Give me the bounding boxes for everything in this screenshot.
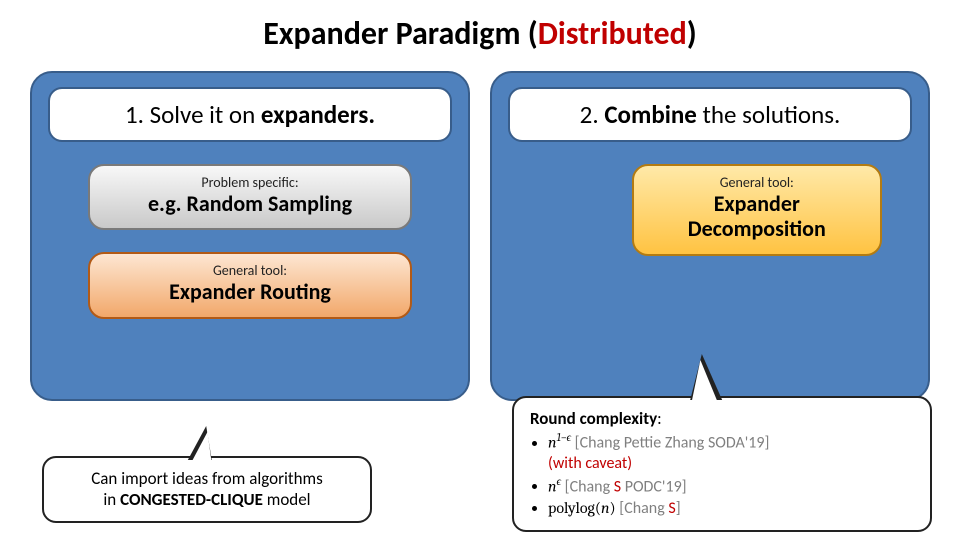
right-header-post: the solutions.: [697, 99, 840, 130]
right-header-bold: Combine: [604, 99, 697, 130]
callout-left: Can import ideas from algorithms in CONG…: [42, 456, 372, 523]
round-complexity-title: Round complexity:: [530, 408, 914, 429]
title-pre: Expander Paradigm: [263, 14, 527, 53]
complexity-item-2: nϵ [Chang S PODC'19]: [548, 475, 914, 497]
complexity-item-1: n1−ϵ [Chang Pettie Zhang SODA'19] (with …: [548, 431, 914, 473]
complexity-item-3: polylog(n) [Chang S]: [548, 498, 914, 519]
paren-close: ): [687, 14, 697, 53]
callout-left-line2: in CONGESTED-CLIQUE model: [60, 489, 354, 510]
complexity-list: n1−ϵ [Chang Pettie Zhang SODA'19] (with …: [548, 431, 914, 519]
left-header: 1. Solve it on expanders.: [48, 87, 452, 142]
rcard-small: General tool:: [648, 174, 866, 191]
left-header-pre: 1. Solve it on: [125, 99, 261, 130]
card1-small: Problem specific:: [104, 174, 395, 191]
card-expander-routing: General tool: Expander Routing: [88, 252, 411, 318]
callout-left-line1: Can import ideas from algorithms: [60, 468, 354, 489]
card2-small: General tool:: [104, 262, 395, 279]
card1-big: e.g. Random Sampling: [104, 191, 395, 216]
card-expander-decomposition: General tool: Expander Decomposition: [632, 164, 882, 256]
right-header-pre: 2.: [580, 99, 605, 130]
rcard-big2: Decomposition: [648, 216, 866, 241]
left-header-bold: expanders.: [261, 99, 375, 130]
paren-open: (: [528, 14, 538, 53]
card-problem-specific: Problem specific: e.g. Random Sampling: [88, 164, 411, 230]
title-distributed: Distributed: [538, 14, 687, 53]
callout-right: Round complexity: n1−ϵ [Chang Pettie Zha…: [512, 396, 932, 532]
rcard-big1: Expander: [648, 191, 866, 216]
columns: 1. Solve it on expanders. Problem specif…: [0, 71, 960, 401]
right-header: 2. Combine the solutions.: [508, 87, 912, 142]
card2-big: Expander Routing: [104, 279, 395, 304]
left-column: 1. Solve it on expanders. Problem specif…: [30, 71, 470, 401]
slide-title: Expander Paradigm (Distributed): [0, 14, 960, 53]
right-column: 2. Combine the solutions. General tool: …: [490, 71, 930, 401]
